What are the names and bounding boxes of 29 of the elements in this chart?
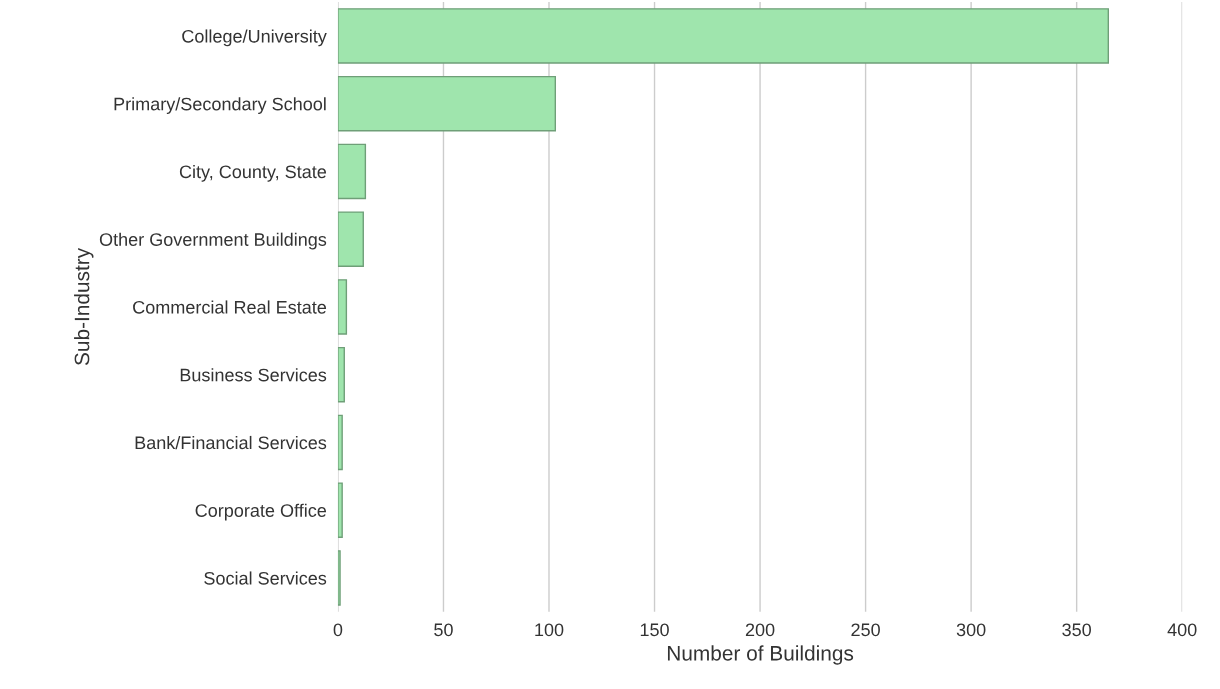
bar <box>337 75 557 132</box>
x-axis-title: Number of Buildings <box>667 645 854 665</box>
y-tick-label: Business Services <box>180 368 327 382</box>
x-tick-label: 100 <box>535 623 564 637</box>
y-tick-label: Bank/Financial Services <box>135 435 327 450</box>
y-tick-label: Other Government Buildings <box>99 232 327 250</box>
bar <box>337 211 364 267</box>
x-tick-label: 50 <box>434 623 453 637</box>
x-tick-label: 300 <box>956 623 986 637</box>
y-tick-label: Commercial Real Estate <box>133 300 327 314</box>
x-tick-label: 0 <box>333 623 343 637</box>
bar <box>337 8 1110 64</box>
bar <box>337 346 345 403</box>
x-tick-label: 200 <box>745 623 775 637</box>
y-tick-label: Corporate Office <box>195 503 327 521</box>
bar <box>337 414 343 471</box>
bar <box>337 279 348 335</box>
bar <box>337 482 343 539</box>
y-tick-label: City, County, State <box>179 164 327 182</box>
y-tick-label: College/University <box>182 29 327 47</box>
bar <box>337 550 341 606</box>
y-axis-title: Sub-Industry <box>74 247 94 366</box>
x-tick-label: 250 <box>851 623 880 637</box>
x-tick-label: 150 <box>640 623 669 637</box>
y-tick-label: Primary/Secondary School <box>114 97 326 114</box>
y-tick-label: Social Services <box>204 571 327 585</box>
x-tick-label: 400 <box>1167 623 1197 637</box>
x-tick-label: 350 <box>1062 623 1092 637</box>
bar <box>337 143 367 200</box>
